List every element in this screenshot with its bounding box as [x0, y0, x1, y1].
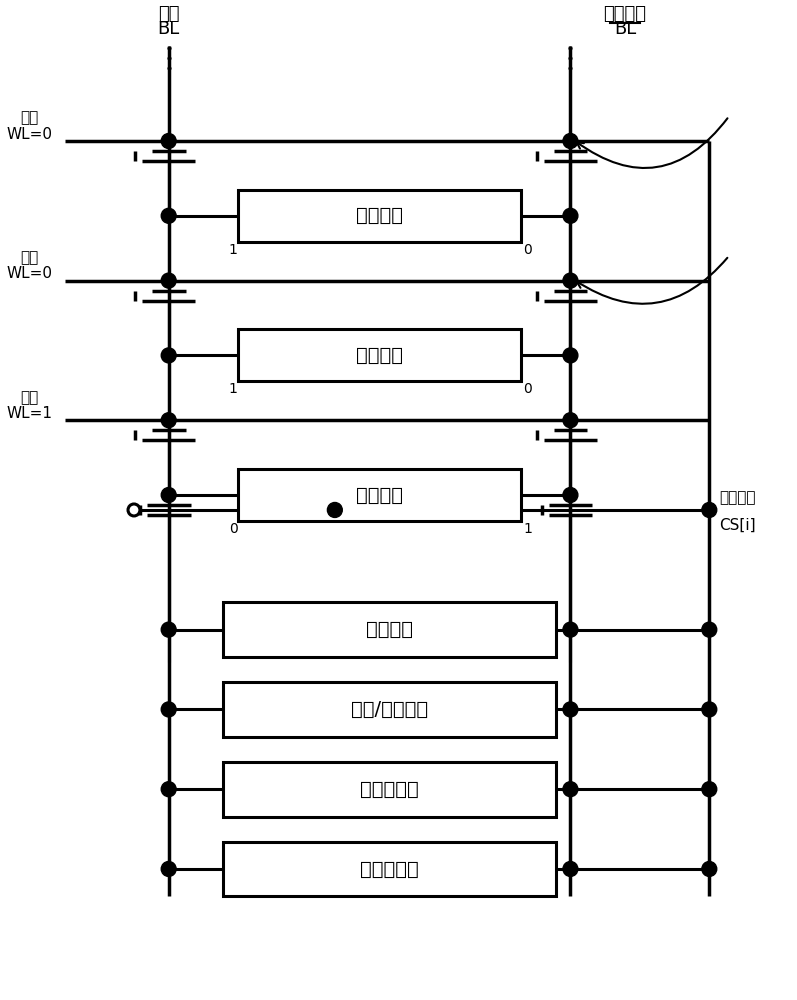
Text: 字线: 字线	[21, 390, 39, 405]
Bar	[223, 762, 556, 817]
Text: 0: 0	[524, 382, 532, 396]
Circle shape	[161, 702, 176, 717]
Bar	[238, 469, 520, 521]
Circle shape	[702, 861, 717, 876]
Circle shape	[128, 504, 140, 516]
Text: 灵敏放大器: 灵敏放大器	[360, 859, 418, 878]
Text: 字线: 字线	[21, 111, 39, 126]
Circle shape	[563, 273, 578, 288]
Text: 存储单元: 存储单元	[356, 486, 403, 505]
Circle shape	[702, 702, 717, 717]
Circle shape	[161, 622, 176, 637]
Circle shape	[563, 861, 578, 876]
Circle shape	[563, 208, 578, 223]
Text: WL=0: WL=0	[7, 266, 53, 281]
Circle shape	[161, 488, 176, 502]
Text: 增强电路: 增强电路	[366, 620, 413, 639]
Circle shape	[161, 861, 176, 876]
Circle shape	[328, 502, 342, 517]
Text: 位线的非: 位线的非	[603, 5, 646, 23]
Text: 1: 1	[229, 382, 238, 396]
Circle shape	[563, 702, 578, 717]
Circle shape	[563, 413, 578, 428]
Circle shape	[161, 782, 176, 797]
Text: 0: 0	[229, 522, 238, 536]
Circle shape	[702, 782, 717, 797]
Text: 位线: 位线	[158, 5, 179, 23]
Bar	[223, 682, 556, 737]
Text: WL=1: WL=1	[7, 406, 53, 421]
Bar	[223, 842, 556, 896]
Text: 字线: 字线	[21, 250, 39, 265]
Text: 存储单元: 存储单元	[356, 206, 403, 225]
Circle shape	[161, 413, 176, 428]
Circle shape	[161, 348, 176, 363]
FancyArrowPatch shape	[576, 118, 728, 168]
Circle shape	[702, 622, 717, 637]
Text: 存储单元: 存储单元	[356, 346, 403, 365]
Circle shape	[563, 488, 578, 502]
Circle shape	[161, 273, 176, 288]
Text: 1: 1	[524, 522, 532, 536]
Circle shape	[563, 782, 578, 797]
Circle shape	[563, 348, 578, 363]
FancyArrowPatch shape	[577, 258, 728, 304]
Text: BL: BL	[614, 20, 636, 38]
Text: CS[i]: CS[i]	[719, 517, 756, 532]
Circle shape	[161, 208, 176, 223]
Bar	[238, 190, 520, 242]
Text: 写使能电路: 写使能电路	[360, 780, 418, 799]
Text: 0: 0	[524, 243, 532, 257]
Text: 列选控制: 列选控制	[719, 491, 756, 506]
Text: 预充/平衡电路: 预充/平衡电路	[351, 700, 428, 719]
Text: BL: BL	[158, 20, 180, 38]
Text: WL=0: WL=0	[7, 127, 53, 142]
Circle shape	[161, 134, 176, 148]
Text: 1: 1	[229, 243, 238, 257]
Bar	[223, 602, 556, 657]
Bar	[238, 329, 520, 381]
Circle shape	[563, 134, 578, 148]
Circle shape	[702, 502, 717, 517]
Circle shape	[563, 622, 578, 637]
